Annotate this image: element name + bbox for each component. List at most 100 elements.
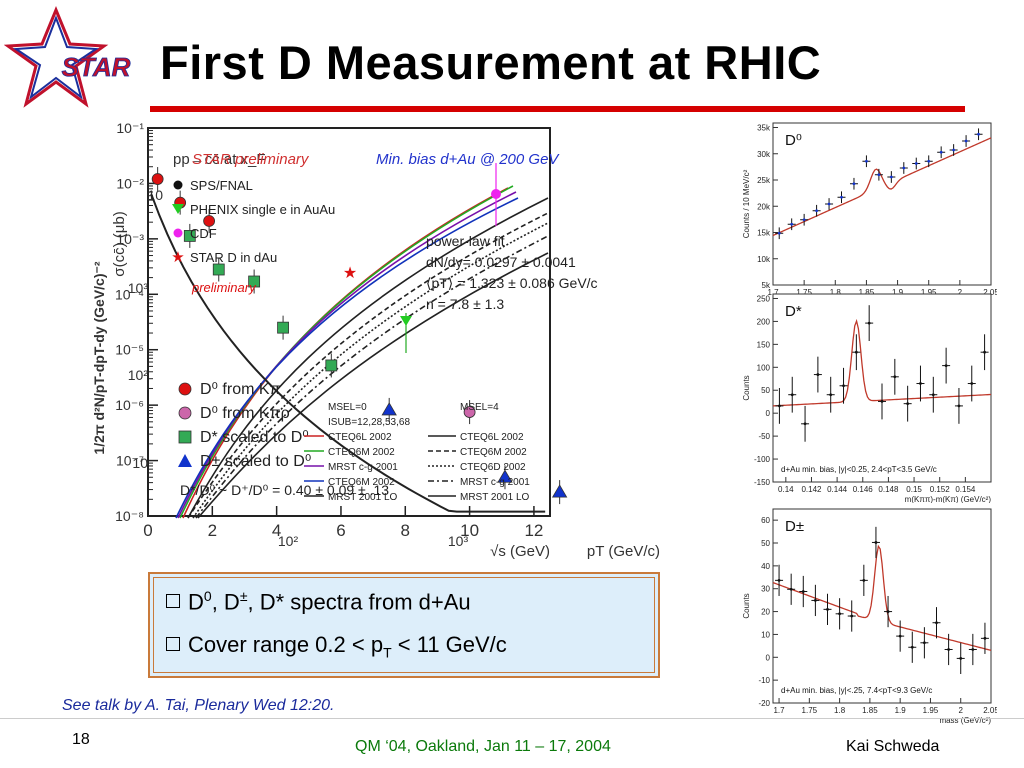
panel-data-point (815, 209, 818, 213)
panel-data-point (910, 645, 914, 649)
panel-y-tick-label: 50 (761, 386, 770, 395)
panel-y-tick-label: 50 (761, 539, 770, 548)
panel-y-tick-label: 15k (757, 229, 771, 238)
theory-curve (197, 252, 549, 519)
panel-x-axis-label: m(Kππ)-m(Kπ) (GeV/c²) (905, 495, 992, 503)
panel-data-point (813, 599, 817, 602)
panel-data-point (922, 641, 926, 645)
panel-data-point (898, 634, 902, 638)
panel-data-point (789, 587, 793, 591)
star-logo-inner-star (13, 15, 99, 100)
panel-x-tick-label: 2.05 (983, 288, 997, 297)
panel-data-point (778, 404, 781, 408)
inset-preliminary-label: preliminary (191, 280, 257, 295)
panel-data-point (944, 364, 948, 368)
panel-y-tick-label: 10k (757, 255, 771, 264)
panel-x-tick-label: 2.05 (983, 706, 997, 715)
panel-data-point (790, 393, 794, 397)
panel-x-tick-label: 0.14 (778, 485, 794, 494)
curve-legend-head: ISUB=12,28,53,68 (328, 417, 410, 428)
panel-y-tick-label: 40 (761, 562, 770, 571)
panel-data-point (880, 400, 884, 403)
curve-legend-label: MRST 2001 LO (460, 492, 530, 503)
panel-fit-curve (772, 137, 992, 237)
panel-data-point (927, 159, 931, 163)
panel-x-tick-label: 1.95 (923, 706, 939, 715)
panel-frame (772, 508, 992, 704)
panel-fit-curve (772, 544, 992, 652)
y-axis-label: 1/2π d²N/pT-dpT-dy (GeV/c)⁻² (91, 261, 107, 454)
x-axis-label-pt: pT (GeV/c) (587, 543, 660, 560)
inset-x-tick-label: 10² (278, 533, 299, 549)
fit-text: power-law fit (426, 233, 505, 249)
bullet-checkbox-icon (166, 637, 180, 651)
legend-label: D* scaled to D⁰ (200, 429, 309, 446)
inset-legend-marker: ★ (171, 249, 184, 266)
bullet-1: D0, D±, D* spectra from d+Au (166, 588, 471, 615)
curve-legend-label: CTEQ6L 2002 (460, 432, 524, 443)
bullet-checkbox-icon (166, 594, 180, 609)
panel-data-point (862, 578, 866, 582)
panel-y-tick-label: -20 (758, 699, 770, 708)
y-tick-label: 10⁻¹ (116, 120, 144, 136)
panel-x-tick-label: 2 (958, 288, 963, 297)
panel-y-tick-label: -10 (758, 676, 770, 685)
bullet-box: D0, D±, D* spectra from d+Au Cover range… (148, 572, 660, 678)
panel-data-point (964, 139, 968, 143)
panel-data-point (816, 373, 820, 376)
conference-label: QM ‘04, Oakland, Jan 11 – 17, 2004 (355, 738, 611, 755)
inset-y-tick-label: 10 (132, 455, 148, 471)
panel-x-axis-label: mass (GeV/c²) (939, 716, 991, 725)
panel-data-point (877, 173, 881, 177)
x-tick-label: 2 (208, 521, 217, 540)
legend-marker (178, 454, 192, 467)
x-tick-label: 10 (460, 521, 479, 540)
panel-y-tick-label: 150 (757, 340, 771, 349)
panel-data-point (947, 648, 951, 651)
y-axis-label-sigma: σ(cc̄) (μb) (111, 211, 128, 276)
legend-label: D⁰ from Kπρ (200, 405, 290, 422)
fit-text: n = 7.8 ± 1.3 (426, 296, 504, 312)
curve-legend-label: CTEQ6L 2002 (328, 432, 392, 443)
plot-frame (147, 127, 551, 517)
minbias-label: Min. bias d+Au @ 200 GeV (376, 151, 560, 168)
panel-x-tick-label: 1.8 (834, 706, 846, 715)
panel-data-point (852, 182, 856, 186)
inset-legend-marker (173, 228, 183, 238)
panel-x-tick-label: 1.7 (767, 288, 779, 297)
panel-data-point (959, 657, 963, 660)
panel-y-tick-label: 30 (761, 585, 770, 594)
inset-legend-marker (173, 180, 183, 190)
legend-label: D⁰ from Kπ (200, 381, 281, 398)
d0-mass-panel: D⁰ 35k 30k 25k 20k 15k 10k 5k1.7 1.75 1.8 1.85 1.9 1… (742, 122, 997, 303)
data-point (277, 321, 289, 334)
theory-curve (175, 197, 519, 519)
panel-x-tick-label: 0.144 (827, 485, 848, 494)
panel-y-tick-label: 20 (761, 608, 770, 617)
curve-legend-head: MSEL=0 (328, 402, 367, 413)
panel-data-point (939, 150, 943, 154)
star-preliminary-label: STAR preliminary (192, 151, 310, 168)
x-tick-label: 6 (336, 521, 345, 540)
panel-title: D* (785, 303, 802, 320)
slide-title: First D Measurement at RHIC (160, 36, 822, 89)
x-axis-label-sqrt-s: √s (GeV) (490, 543, 550, 560)
dpm-mass-panel: D± 60 50 40 30 20 10 0 -10 -201.7 1.75 1.8 1.85 1.9 1.… (742, 508, 997, 725)
panel-annotation: d+Au min. bias, |y|<.25, 7.4<pT<9.3 GeV/… (781, 686, 932, 695)
panel-y-tick-label: 10 (761, 630, 770, 639)
inset-legend-label: PHENIX single e in AuAu (190, 202, 335, 217)
panel-data-point (874, 541, 878, 544)
legend-marker (178, 430, 192, 444)
panel-x-tick-label: 1.75 (796, 288, 812, 297)
panel-y-tick-label: 0 (766, 653, 771, 662)
y-tick-label: 10⁻⁶ (115, 397, 144, 413)
panel-data-point (803, 422, 807, 426)
inset-cdf-point (491, 189, 501, 199)
panel-data-point (829, 393, 833, 397)
y-tick-label: 10⁻² (116, 175, 144, 191)
x-tick-label: 4 (272, 521, 281, 540)
star-logo-text: STAR (62, 52, 131, 82)
panel-y-tick-label: 250 (757, 294, 771, 303)
data-point (497, 469, 513, 483)
panel-data-point (952, 148, 956, 152)
